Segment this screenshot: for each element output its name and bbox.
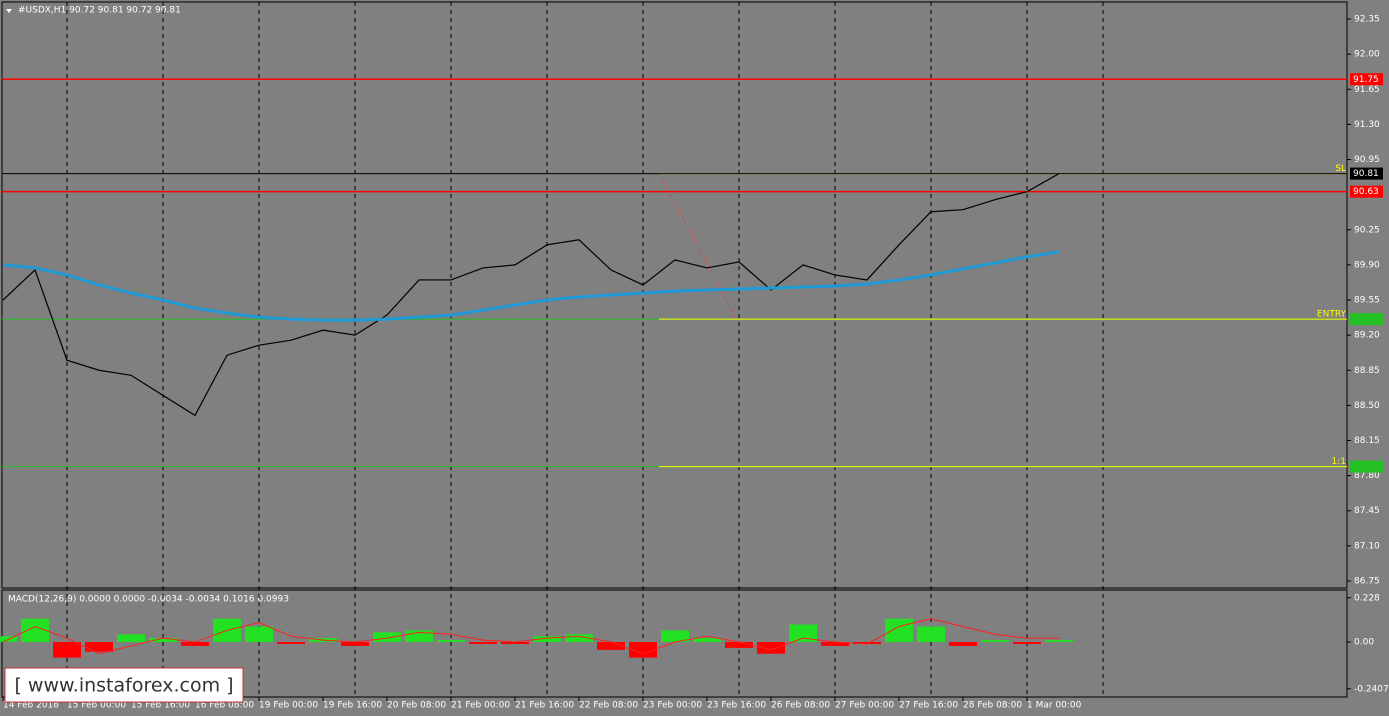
- macd-bar: [149, 638, 177, 643]
- price-label: 90.63: [1353, 187, 1379, 197]
- macd-bar: [821, 642, 849, 646]
- macd-bar: [341, 642, 369, 646]
- y-tick-label: 89.20: [1354, 331, 1380, 341]
- y-tick-label: 92.35: [1354, 15, 1380, 25]
- y-tick-label: 92.00: [1354, 50, 1380, 60]
- macd-bar: [725, 642, 753, 648]
- x-tick-label: 27 Feb 00:00: [835, 701, 894, 711]
- y-tick-label: 87.10: [1354, 541, 1380, 551]
- macd-bar: [437, 640, 465, 643]
- y-tick-label: 90.25: [1354, 225, 1380, 235]
- x-tick-label: 15 Feb 00:00: [67, 701, 126, 711]
- macd-y-tick-label: -0.2407: [1354, 684, 1389, 694]
- series-line: [2, 618, 1059, 655]
- x-tick-label: 20 Feb 08:00: [387, 701, 446, 711]
- macd-bar: [629, 642, 657, 658]
- macd-bar: [949, 642, 977, 646]
- x-tick-label: 23 Feb 00:00: [643, 701, 702, 711]
- macd-bar: [1013, 642, 1041, 644]
- macd-bar: [405, 630, 433, 643]
- x-tick-label: 28 Feb 08:00: [963, 701, 1022, 711]
- y-tick-label: 88.50: [1354, 401, 1380, 411]
- y-tick-label: 91.30: [1354, 120, 1380, 130]
- macd-frame: [1, 589, 1348, 698]
- macd-bar: [85, 642, 113, 652]
- macd-bar: [853, 642, 881, 644]
- x-tick-label: 23 Feb 16:00: [707, 701, 766, 711]
- macd-bar: [373, 632, 401, 643]
- watermark-text: [ www.instaforex.com ]: [14, 675, 233, 697]
- price-label: 90.81: [1353, 169, 1379, 179]
- macd-bar: [181, 642, 209, 646]
- price-label-box: [1350, 167, 1383, 180]
- trade-line-label: 1:1: [1332, 457, 1346, 467]
- x-tick-label: 22 Feb 08:00: [579, 701, 638, 711]
- macd-y-tick-label: 0.00: [1354, 638, 1374, 648]
- y-tick-label: 91.65: [1354, 85, 1380, 95]
- x-tick-label: 27 Feb 16:00: [899, 701, 958, 711]
- macd-bar: [597, 642, 625, 650]
- y-tick-label: 87.45: [1354, 506, 1380, 516]
- y-tick-label: 87.80: [1354, 471, 1380, 481]
- macd-bar: [53, 642, 81, 658]
- main-frame: [1, 1, 1348, 589]
- menu-arrow[interactable]: [6, 9, 12, 13]
- macd-bar: [501, 642, 529, 644]
- price-label-box: [1350, 185, 1383, 198]
- macd-bar: [245, 626, 273, 643]
- macd-bar: [1045, 640, 1073, 643]
- macd-bar: [565, 634, 593, 643]
- y-tick-label: 89.90: [1354, 260, 1380, 270]
- macd-bar: [693, 638, 721, 643]
- macd-bar: [533, 636, 561, 643]
- x-tick-label: 19 Feb 16:00: [323, 701, 382, 711]
- macd-bar: [981, 640, 1009, 643]
- x-tick-label: 14 Feb 2018: [3, 701, 59, 711]
- price-label: 91.75: [1353, 75, 1379, 85]
- macd-bar: [117, 634, 145, 643]
- macd-bar: [917, 626, 945, 643]
- watermark-box: [4, 667, 244, 703]
- x-tick-label: 19 Feb 00:00: [259, 701, 318, 711]
- y-tick-label: 89.55: [1354, 296, 1380, 306]
- zone-label-box: [1350, 313, 1383, 326]
- x-tick-label: 1 Mar 00:00: [1027, 701, 1082, 711]
- watermark: [ www.instaforex.com ]: [4, 667, 244, 703]
- y-tick-label: 86.75: [1354, 576, 1380, 586]
- trade-line-label: SL: [1335, 164, 1346, 174]
- trade-line-label: ENTRY: [1317, 310, 1347, 320]
- macd-title: MACD(12,26,9) 0.0000 0.0000 -0.0034 -0.0…: [8, 595, 289, 605]
- zone-label-box: [1350, 460, 1383, 473]
- macd-bar: [469, 642, 497, 644]
- macd-bar: [21, 618, 49, 643]
- y-tick-label: 88.85: [1354, 366, 1380, 376]
- macd-bar: [277, 642, 305, 644]
- price-label-box: [1350, 73, 1383, 86]
- series-line: [2, 173, 1060, 417]
- macd-bar: [885, 618, 913, 643]
- macd-y-tick-label: 0.228: [1354, 593, 1380, 603]
- series-line: [2, 250, 1060, 322]
- y-tick-label: 90.95: [1354, 155, 1380, 165]
- chart-title: #USDX,H1 90.72 90.81 90.72 90.81: [18, 6, 181, 16]
- y-tick-label: 88.15: [1354, 436, 1380, 446]
- x-tick-label: 26 Feb 08:00: [771, 701, 830, 711]
- macd-bar: [789, 624, 817, 643]
- macd-bar: [661, 630, 689, 643]
- x-tick-label: 16 Feb 08:00: [195, 701, 254, 711]
- x-tick-label: 21 Feb 00:00: [451, 701, 510, 711]
- x-tick-label: 15 Feb 16:00: [131, 701, 190, 711]
- macd-bar: [757, 642, 785, 654]
- x-tick-label: 21 Feb 16:00: [515, 701, 574, 711]
